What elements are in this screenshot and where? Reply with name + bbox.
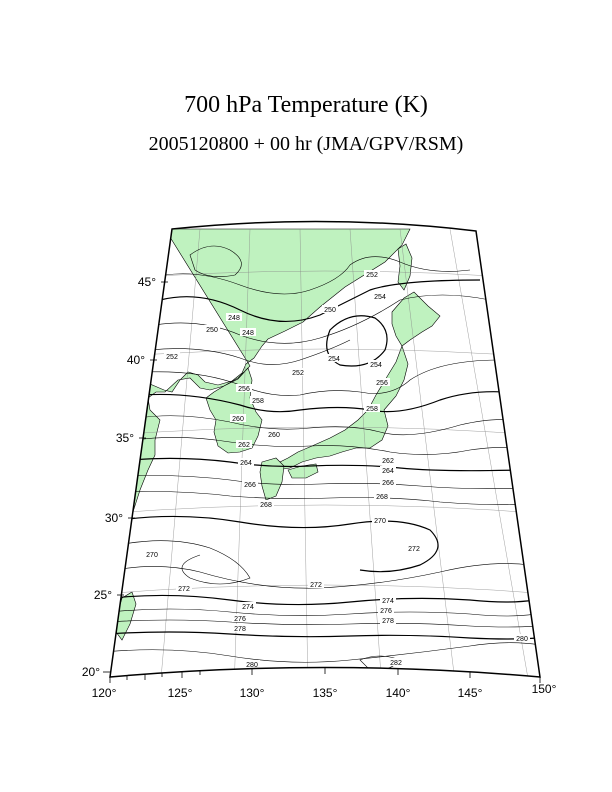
- lat-label: 20°: [82, 665, 100, 679]
- contour-label: 260: [232, 416, 244, 423]
- contour-label: 258: [366, 406, 378, 413]
- land-masses: [111, 228, 441, 641]
- contour-label: 250: [206, 327, 218, 334]
- contour-label: 270: [374, 518, 386, 525]
- map-ticks: [103, 281, 541, 683]
- japan-kyushu: [259, 457, 285, 501]
- contour-label: 266: [244, 482, 256, 489]
- contour-label: 276: [234, 616, 246, 623]
- contour-label: 252: [366, 272, 378, 279]
- contour-label: 264: [382, 468, 394, 475]
- contour-label: 280: [516, 636, 528, 643]
- contour-label: 272: [178, 586, 190, 593]
- lon-label: 130°: [240, 686, 265, 700]
- contour-label: 278: [234, 626, 246, 633]
- contour-label: 254: [374, 294, 386, 301]
- japan-honshu: [275, 345, 409, 471]
- contour-label: 256: [376, 380, 388, 387]
- map-body: 248 248 250 250 252 252 252 254 254 254 …: [110, 228, 540, 677]
- longitude-labels: 120° 125° 130° 135° 140° 145° 150°: [92, 682, 557, 700]
- lon-label: 150°: [532, 682, 557, 696]
- map-title: 700 hPa Temperature (K): [184, 92, 428, 118]
- map-subtitle: 2005120800 + 00 hr (JMA/GPV/RSM): [148, 133, 464, 155]
- lon-label: 125°: [168, 686, 193, 700]
- contour-label: 262: [382, 458, 394, 465]
- lon-label: 145°: [458, 686, 483, 700]
- lat-label: 30°: [105, 511, 123, 525]
- lat-label: 25°: [94, 588, 112, 602]
- lat-label: 45°: [138, 275, 156, 289]
- contour-labels: 248 248 250 250 252 252 252 254 254 254 …: [144, 270, 530, 669]
- contour-label: 268: [260, 502, 272, 509]
- contour-label: 264: [240, 460, 252, 467]
- contour-label: 254: [328, 356, 340, 363]
- temperature-contours: [110, 245, 540, 671]
- map-frame: [109, 220, 541, 678]
- contour-label: 282: [390, 660, 402, 667]
- contour-label: 248: [228, 315, 240, 322]
- contour-label: 280: [246, 662, 258, 669]
- contour-label: 278: [382, 618, 394, 625]
- lon-label: 135°: [313, 686, 338, 700]
- lat-label: 40°: [127, 353, 145, 367]
- contour-label: 260: [268, 432, 280, 439]
- japan-hokkaido: [391, 291, 441, 347]
- contour-label: 252: [292, 370, 304, 377]
- contour-label: 254: [370, 362, 382, 369]
- contour-label: 250: [324, 307, 336, 314]
- contour-label: 252: [166, 354, 178, 361]
- contour-label: 276: [380, 608, 392, 615]
- lon-label: 120°: [92, 686, 117, 700]
- contour-label: 270: [146, 552, 158, 559]
- contour-label: 274: [382, 598, 394, 605]
- contour-label: 262: [238, 442, 250, 449]
- contour-label: 272: [310, 582, 322, 589]
- lon-label: 140°: [386, 686, 411, 700]
- contour-label: 268: [376, 494, 388, 501]
- contour-label: 272: [408, 546, 420, 553]
- latitude-labels: 20° 25° 30° 35° 40° 45°: [82, 275, 156, 679]
- contour-label: 274: [242, 604, 254, 611]
- contour-label: 266: [382, 480, 394, 487]
- contour-label: 258: [252, 398, 264, 405]
- contour-label: 256: [238, 386, 250, 393]
- lat-label: 35°: [116, 431, 134, 445]
- korean-peninsula: [205, 367, 263, 454]
- contour-label: 248: [242, 330, 254, 337]
